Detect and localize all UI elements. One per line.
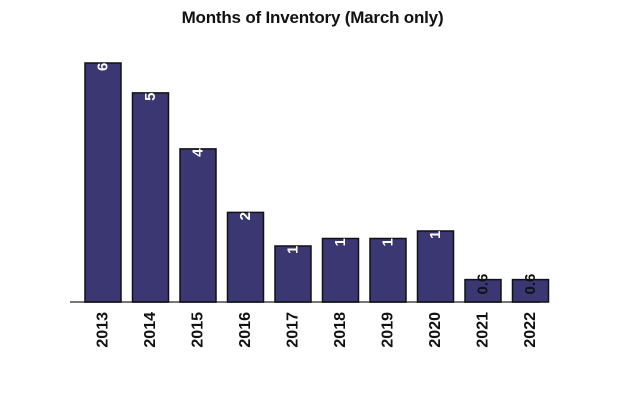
bar-2020 <box>416 230 455 303</box>
value-labels-group: 6.4 5.6 4.1 2.4 1.5 1.7 1.7 1.9 0.6 0.6 <box>95 49 540 294</box>
value-label-2020: 1.9 <box>427 218 444 239</box>
value-label-2022: 0.6 <box>522 274 539 295</box>
value-label-2015: 4.1 <box>190 136 207 157</box>
x-tick-2017: 2017 <box>285 312 302 348</box>
x-tick-2022: 2022 <box>522 312 539 348</box>
bar-2021 <box>464 278 502 303</box>
chart-title: Months of Inventory (March only) <box>181 8 444 27</box>
x-tick-2019: 2019 <box>380 312 397 348</box>
bar-2016 <box>226 211 265 303</box>
bar-2022 <box>511 278 550 303</box>
bar-2018 <box>321 237 360 303</box>
value-label-2017: 1.5 <box>285 233 302 254</box>
bar-2017 <box>274 245 312 303</box>
bar-2013 <box>84 62 122 303</box>
value-label-2019: 1.7 <box>380 226 397 247</box>
x-tick-2015: 2015 <box>190 312 207 348</box>
x-tick-2016: 2016 <box>237 312 254 348</box>
x-tick-2013: 2013 <box>95 312 112 348</box>
bar-2015 <box>179 148 217 303</box>
bar-2019 <box>369 237 407 303</box>
value-label-2016: 2.4 <box>237 199 254 221</box>
x-tick-2020: 2020 <box>427 312 444 348</box>
value-label-2014: 5.6 <box>142 80 159 101</box>
x-tick-2021: 2021 <box>475 312 492 348</box>
x-tick-2018: 2018 <box>332 312 349 348</box>
value-label-2018: 1.7 <box>332 226 349 247</box>
value-label-2021: 0.6 <box>475 274 492 295</box>
value-label-2013: 6.4 <box>95 49 112 71</box>
x-tick-labels-group: 2013 2014 2015 2016 2017 2018 2019 2020 2021 2022 <box>95 312 540 348</box>
x-tick-2014: 2014 <box>142 312 159 348</box>
bars-group <box>84 62 550 303</box>
bar-2014 <box>131 92 170 303</box>
